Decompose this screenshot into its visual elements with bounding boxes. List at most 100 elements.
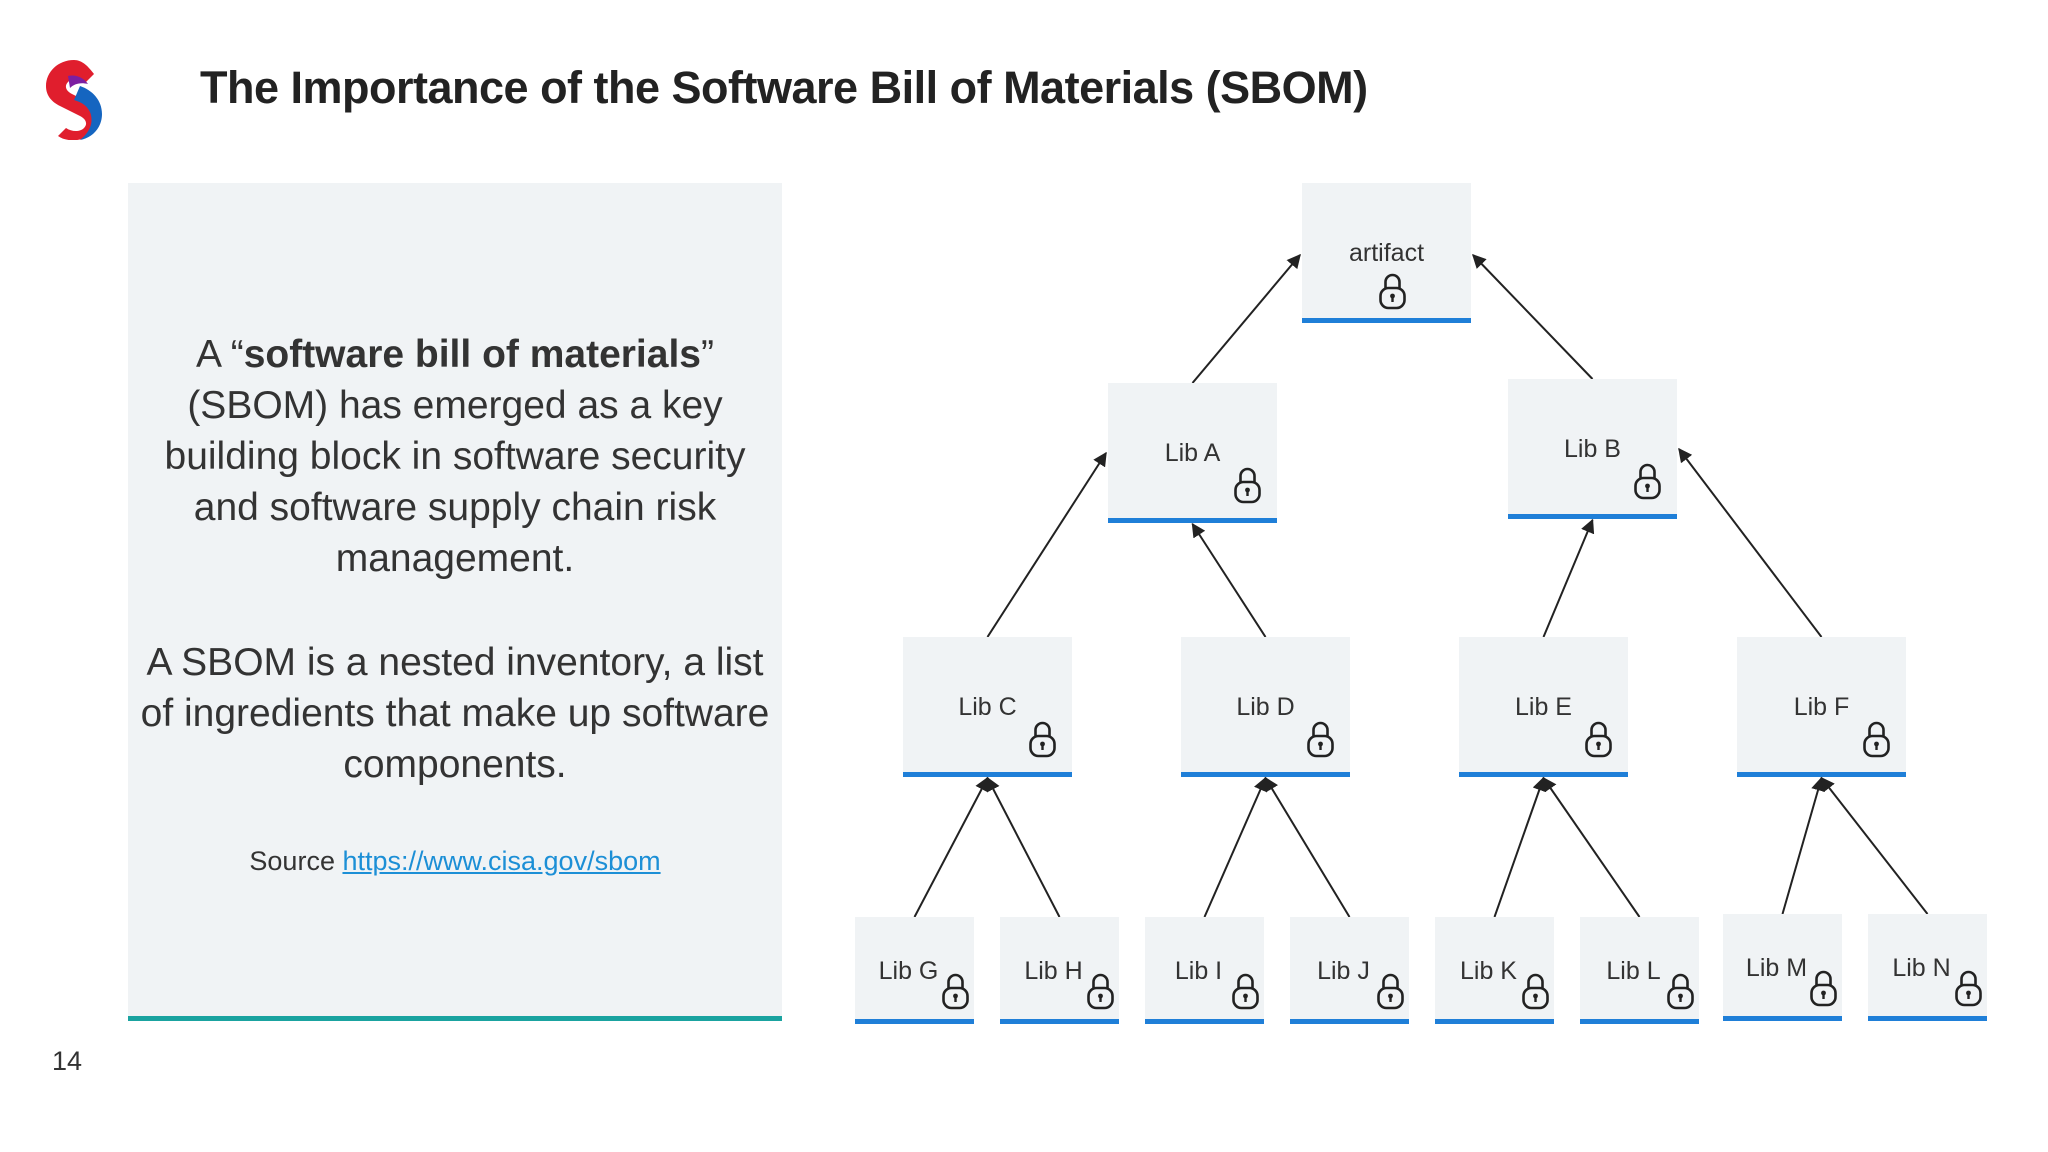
node-label: artifact: [1349, 239, 1424, 267]
dependency-arrow: [986, 451, 1107, 638]
node-label: Lib M: [1746, 954, 1807, 982]
dependency-arrow: [1820, 776, 1929, 915]
lock-icon: [1667, 973, 1694, 1010]
definition-suffix: ” (SBOM) has emerged as a key building b…: [164, 333, 746, 580]
lock-icon: [942, 973, 969, 1010]
node-label: Lib G: [879, 957, 939, 985]
dependency-arrow: [1781, 776, 1825, 915]
node-underline: [1290, 1019, 1409, 1024]
source-line: Source https://www.cisa.gov/sbom: [128, 843, 782, 879]
dependency-arrow: [1191, 253, 1301, 384]
tree-node: Lib D: [1181, 637, 1350, 777]
lock-icon: [1029, 721, 1056, 758]
node-box: [1508, 379, 1677, 518]
dependency-arrow: [1542, 518, 1595, 638]
dependency-arrow: [1678, 447, 1823, 638]
node-label: Lib F: [1794, 693, 1850, 721]
tree-node: Lib E: [1459, 637, 1628, 777]
node-underline: [1302, 318, 1471, 323]
node-box: [1737, 637, 1906, 776]
tree-node: Lib M: [1723, 914, 1842, 1021]
dependency-arrow: [1542, 776, 1641, 918]
dependency-arrow: [1493, 776, 1546, 918]
lock-icon: [1379, 273, 1406, 310]
node-box: [855, 917, 974, 1023]
tree-node: Lib N: [1868, 914, 1987, 1021]
node-underline: [1723, 1016, 1842, 1021]
lock-icon: [1522, 973, 1549, 1010]
node-underline: [1435, 1019, 1554, 1024]
company-logo: [46, 60, 102, 140]
tree-node: Lib H: [1000, 917, 1119, 1024]
node-box: [903, 637, 1072, 776]
node-box: [1723, 914, 1842, 1020]
node-underline: [1580, 1019, 1699, 1024]
tree-node: Lib L: [1580, 917, 1699, 1024]
node-box: [1290, 917, 1409, 1023]
lock-icon: [1232, 973, 1259, 1010]
node-label: Lib K: [1460, 957, 1517, 985]
lock-icon: [1234, 467, 1261, 504]
dependency-arrow: [986, 776, 1061, 918]
node-label: Lib E: [1515, 693, 1572, 721]
tree-node: Lib F: [1737, 637, 1906, 777]
sbom-description: A SBOM is a nested inventory, a list of …: [140, 641, 770, 786]
lock-icon: [1863, 721, 1890, 758]
definition-term: software bill of materials: [243, 333, 701, 376]
sbom-definition: A “software bill of materials” (SBOM) ha…: [128, 329, 782, 584]
dependency-arrow: [913, 776, 989, 918]
node-underline: [1145, 1019, 1264, 1024]
tree-node: artifact: [1302, 183, 1471, 323]
definition-prefix: A “: [196, 333, 244, 376]
tree-node: Lib J: [1290, 917, 1409, 1024]
lock-icon: [1634, 463, 1661, 500]
node-box: [1000, 917, 1119, 1023]
tree-node: Lib I: [1145, 917, 1264, 1024]
tree-node: Lib K: [1435, 917, 1554, 1024]
node-label: Lib C: [958, 693, 1016, 721]
node-underline: [1868, 1016, 1987, 1021]
node-underline: [1459, 772, 1628, 777]
tree-node: Lib C: [903, 637, 1072, 777]
page-number: 14: [52, 1046, 83, 1076]
node-box: [1580, 917, 1699, 1023]
node-underline: [855, 1019, 974, 1024]
node-label: Lib L: [1606, 957, 1660, 985]
lock-icon: [1810, 970, 1837, 1007]
node-label: Lib N: [1892, 954, 1950, 982]
lock-icon: [1585, 721, 1612, 758]
node-label: Lib D: [1236, 693, 1294, 721]
node-box: [1181, 637, 1350, 776]
node-label: Lib J: [1317, 957, 1370, 985]
lock-icon: [1307, 721, 1334, 758]
node-box: [1145, 917, 1264, 1023]
source-label: Source: [249, 846, 343, 876]
node-box: [1459, 637, 1628, 776]
lock-icon: [1955, 970, 1982, 1007]
node-box: [1302, 183, 1471, 322]
info-panel: A “software bill of materials” (SBOM) ha…: [128, 183, 782, 1021]
node-underline: [1181, 772, 1350, 777]
node-underline: [1108, 518, 1277, 523]
node-label: Lib H: [1024, 957, 1082, 985]
source-link[interactable]: https://www.cisa.gov/sbom: [342, 846, 661, 876]
tree-node: Lib G: [855, 917, 974, 1024]
dependency-arrow: [1264, 776, 1351, 918]
node-underline: [903, 772, 1072, 777]
lock-icon: [1377, 973, 1404, 1010]
node-underline: [1000, 1019, 1119, 1024]
node-underline: [1737, 772, 1906, 777]
dependency-arrow: [1472, 253, 1594, 380]
node-label: Lib A: [1165, 439, 1221, 467]
node-underline: [1508, 514, 1677, 519]
node-label: Lib B: [1564, 435, 1621, 463]
node-label: Lib I: [1175, 957, 1222, 985]
node-box: [1868, 914, 1987, 1020]
node-box: [1435, 917, 1554, 1023]
tree-node: Lib A: [1108, 383, 1277, 523]
tree-node: Lib B: [1508, 379, 1677, 519]
lock-icon: [1087, 973, 1114, 1010]
dependency-arrow: [1191, 522, 1267, 638]
dependency-arrow: [1203, 776, 1267, 918]
page-title: The Importance of the Software Bill of M…: [200, 62, 1368, 113]
